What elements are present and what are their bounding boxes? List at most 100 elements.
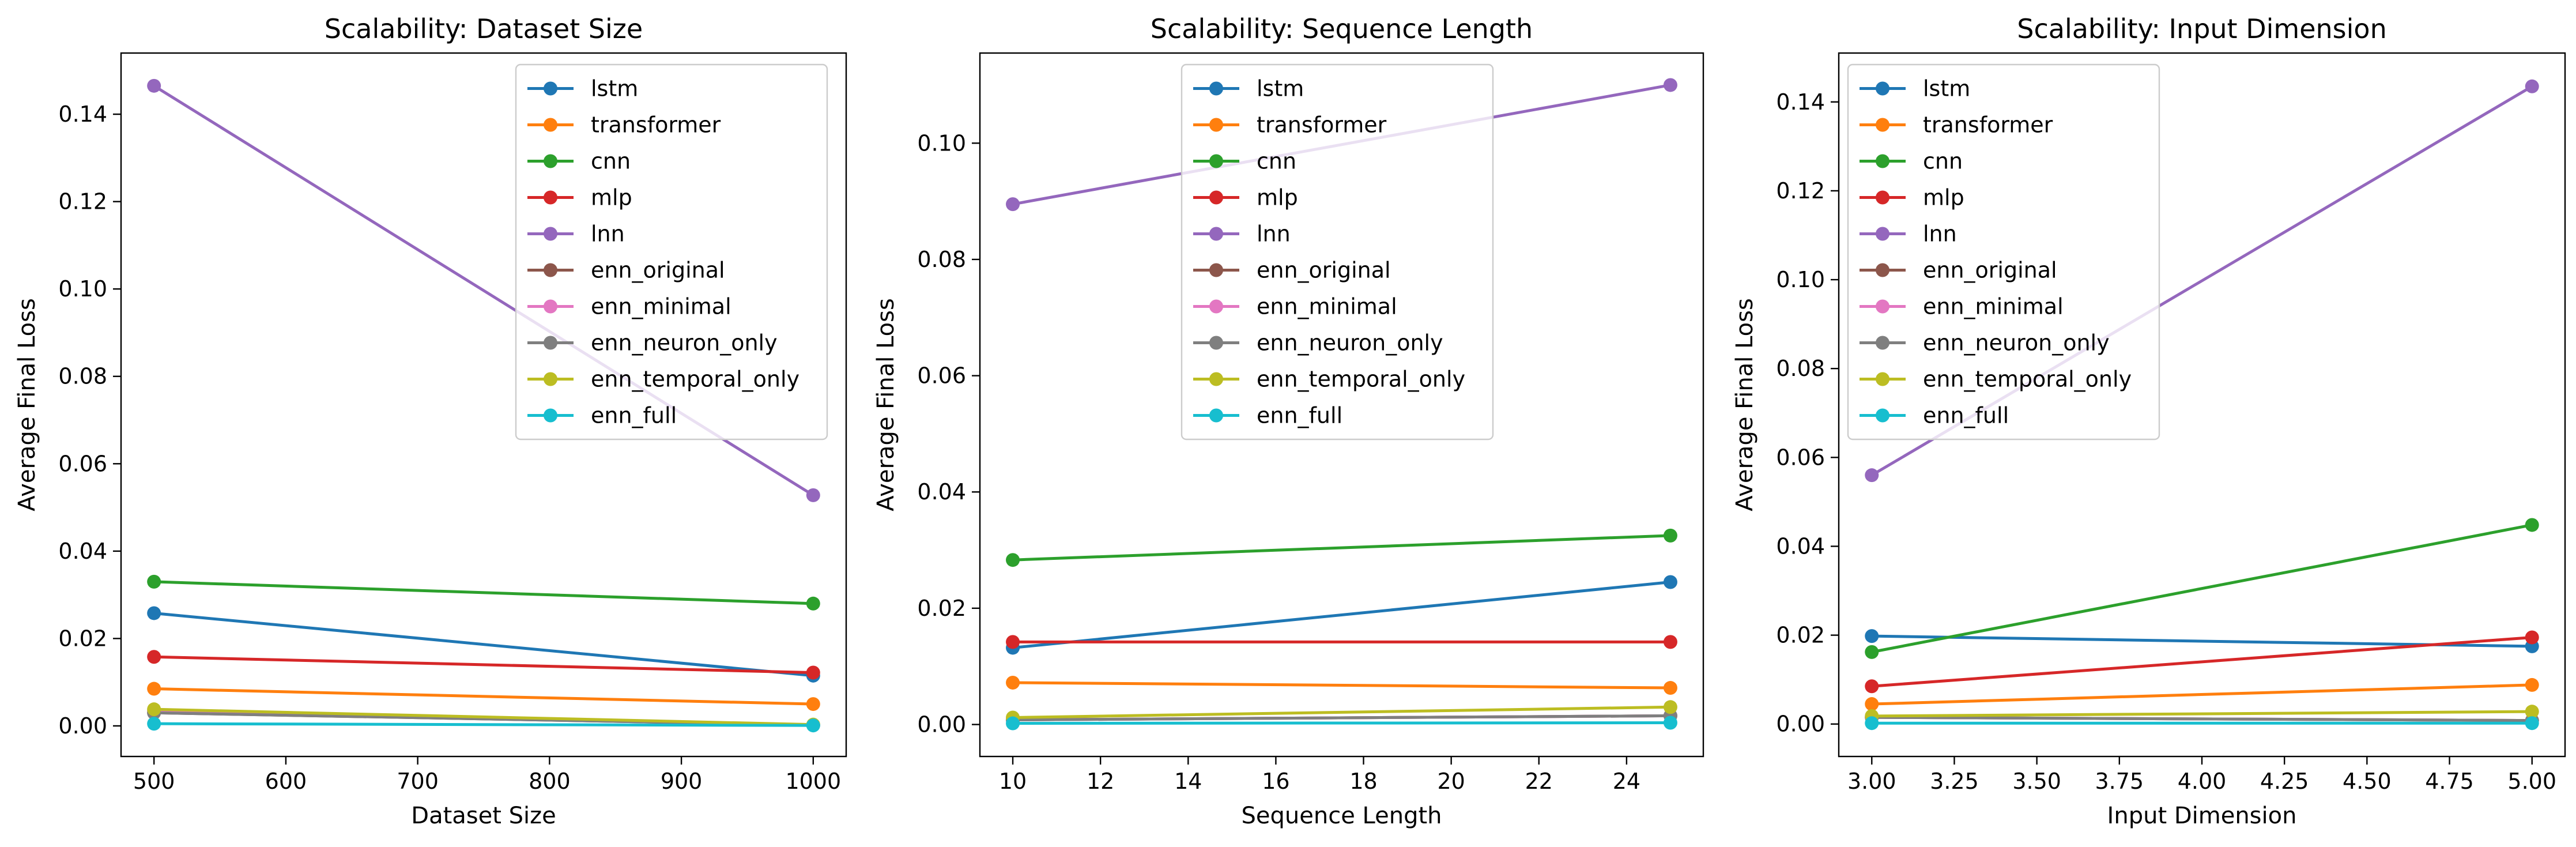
legend-entry-lstm: lstm xyxy=(527,76,638,101)
data-point xyxy=(1865,629,1879,643)
y-tick-label: 0.02 xyxy=(1776,623,1825,648)
legend-label: lstm xyxy=(1923,76,1970,101)
y-tick-label: 0.08 xyxy=(917,247,966,272)
legend-entry-mlp: mlp xyxy=(1860,185,1964,210)
series-line xyxy=(1013,721,1670,725)
legend-label: enn_neuron_only xyxy=(1257,330,1443,356)
chart-panel-2: Scalability: Sequence Length 10 12 14 16 18 20… xyxy=(873,13,1704,829)
data-point xyxy=(2525,79,2539,93)
data-point xyxy=(806,488,820,502)
data-point xyxy=(147,78,161,93)
series-cnn xyxy=(147,574,820,611)
y-tick-label: 0.12 xyxy=(1776,178,1825,204)
legend-marker xyxy=(1209,118,1223,132)
legend-label: enn_temporal_only xyxy=(1257,367,1465,392)
legend-entry-enn_temporal_only: enn_temporal_only xyxy=(1860,367,2132,392)
legend-label: transformer xyxy=(1257,112,1387,138)
legend-marker xyxy=(1209,190,1223,205)
series-line xyxy=(1013,714,1670,721)
legend-entry-enn_full: enn_full xyxy=(1860,403,2009,428)
legend-entry-enn_minimal: enn_minimal xyxy=(1860,294,2064,319)
series-line xyxy=(154,687,813,706)
legend-entry-enn_full: enn_full xyxy=(1193,403,1342,428)
data-point xyxy=(1865,645,1879,659)
y-axis-label: Average Final Loss xyxy=(1732,298,1758,511)
y-tick-label: 0.02 xyxy=(917,596,966,621)
legend-label: enn_neuron_only xyxy=(591,330,778,356)
x-tick-label: 800 xyxy=(529,769,571,794)
legend-label: enn_full xyxy=(591,403,677,428)
series-cnn xyxy=(1865,518,2539,659)
data-point xyxy=(147,650,161,664)
chart-panel-1: Scalability: Dataset Size 500 600 700 800 900… xyxy=(14,13,847,829)
series-transformer xyxy=(1865,677,2539,712)
legend-label: enn_original xyxy=(1923,258,2057,283)
legend-marker xyxy=(544,154,557,168)
x-tick-label: 24 xyxy=(1613,769,1640,794)
x-axis-label: Input Dimension xyxy=(2107,803,2297,829)
legend-label: mlp xyxy=(1257,185,1298,210)
legend-entry-enn_original: enn_original xyxy=(1860,258,2057,283)
x-tick-label: 12 xyxy=(1087,769,1114,794)
legend-label: enn_original xyxy=(1257,258,1391,283)
legend-entry-enn_neuron_only: enn_neuron_only xyxy=(1860,330,2110,356)
y-tick-label: 0.04 xyxy=(917,479,966,505)
data-point xyxy=(1865,716,1879,731)
x-tick-label: 3.00 xyxy=(1847,769,1896,794)
x-tick-label: 5.00 xyxy=(2507,769,2556,794)
legend-entry-enn_original: enn_original xyxy=(527,258,725,283)
series-enn_full xyxy=(1006,716,1677,731)
series-transformer xyxy=(147,682,820,712)
legend-marker xyxy=(1876,154,1889,168)
legend-label: enn_neuron_only xyxy=(1923,330,2110,356)
legend-label: enn_temporal_only xyxy=(1923,367,2132,392)
legend-marker xyxy=(1876,190,1889,205)
series-line xyxy=(1871,524,2533,654)
series-line xyxy=(153,611,814,677)
legend: lstm transformer cnn mlp lnn enn_original enn_… xyxy=(515,63,828,441)
series-transformer xyxy=(1006,675,1677,695)
data-point xyxy=(2525,630,2539,645)
legend-label: mlp xyxy=(1923,185,1964,210)
legend-marker xyxy=(1209,154,1223,168)
x-tick-label: 22 xyxy=(1525,769,1553,794)
legend-marker xyxy=(1876,336,1889,350)
legend-marker xyxy=(544,118,557,132)
legend-box xyxy=(1180,63,1494,441)
legend-entry-enn_full: enn_full xyxy=(527,403,677,428)
series-line xyxy=(1012,581,1671,649)
x-tick-label: 10 xyxy=(999,769,1027,794)
legend-label: transformer xyxy=(591,112,721,138)
x-tick-label: 700 xyxy=(397,769,439,794)
series-enn_temporal_only xyxy=(1006,700,1677,725)
chart-panel-3: Scalability: Input Dimension 3.00 3.25 3.50… xyxy=(1732,13,2566,829)
legend-entry-enn_minimal: enn_minimal xyxy=(1193,294,1397,319)
series-line xyxy=(1872,710,2532,718)
data-point xyxy=(1865,697,1879,712)
x-tick-label: 4.00 xyxy=(2178,769,2227,794)
legend-entry-enn_minimal: enn_minimal xyxy=(527,294,731,319)
series-enn_full xyxy=(1865,716,2539,731)
legend-marker xyxy=(1876,299,1889,314)
data-point xyxy=(1865,468,1879,483)
data-point xyxy=(1663,716,1677,730)
legend-label: lnn xyxy=(1923,221,1957,247)
data-point xyxy=(147,606,161,620)
legend-label: cnn xyxy=(591,149,631,174)
legend-entry-enn_original: enn_original xyxy=(1193,258,1391,283)
legend-marker xyxy=(544,336,557,350)
legend-entry-lstm: lstm xyxy=(1193,76,1304,101)
legend: lstm transformer cnn mlp lnn enn_original enn_… xyxy=(1180,63,1494,441)
legend: lstm transformer cnn mlp lnn enn_original enn_… xyxy=(1847,63,2160,441)
legend-label: enn_full xyxy=(1257,403,1342,428)
y-tick-label: 0.06 xyxy=(1776,445,1825,470)
x-tick-label: 600 xyxy=(265,769,307,794)
y-tick-label: 0.04 xyxy=(1776,533,1825,559)
data-point xyxy=(147,682,161,696)
data-point xyxy=(2525,518,2539,532)
legend-label: enn_original xyxy=(591,258,725,283)
legend-marker xyxy=(1209,81,1223,96)
legend-marker xyxy=(544,227,557,241)
legend-entry-mlp: mlp xyxy=(527,185,632,210)
legend-entry-transformer: transformer xyxy=(527,112,721,138)
